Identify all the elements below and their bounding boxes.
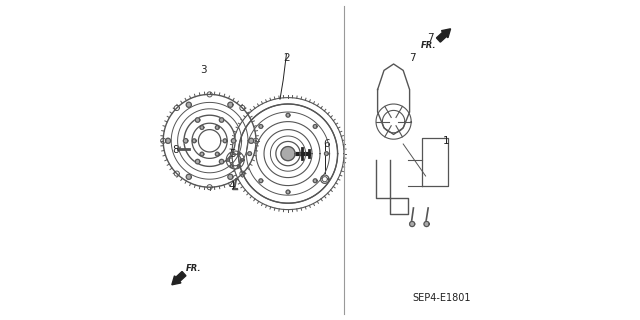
Text: 4: 4 xyxy=(228,180,236,191)
Text: 6: 6 xyxy=(323,139,330,149)
FancyArrow shape xyxy=(436,29,451,42)
Polygon shape xyxy=(220,118,224,122)
Polygon shape xyxy=(424,221,429,227)
Polygon shape xyxy=(286,113,290,117)
Polygon shape xyxy=(324,152,328,156)
Polygon shape xyxy=(184,139,188,143)
Polygon shape xyxy=(195,159,200,164)
Polygon shape xyxy=(186,174,191,180)
Polygon shape xyxy=(220,159,224,164)
Polygon shape xyxy=(186,102,191,107)
Polygon shape xyxy=(200,125,204,129)
Polygon shape xyxy=(200,152,204,156)
Text: FR.: FR. xyxy=(186,264,202,273)
Polygon shape xyxy=(241,159,244,161)
Text: 7: 7 xyxy=(427,33,434,44)
Polygon shape xyxy=(259,179,263,183)
Text: 2: 2 xyxy=(283,52,290,63)
FancyArrow shape xyxy=(172,271,186,285)
Polygon shape xyxy=(259,124,263,128)
Polygon shape xyxy=(228,102,233,107)
Polygon shape xyxy=(232,139,236,143)
Text: 1: 1 xyxy=(443,136,450,146)
Text: 7: 7 xyxy=(410,52,416,63)
Polygon shape xyxy=(193,139,196,143)
Polygon shape xyxy=(410,221,415,227)
Text: 8: 8 xyxy=(172,145,179,156)
Polygon shape xyxy=(166,138,170,143)
Polygon shape xyxy=(227,159,230,161)
Polygon shape xyxy=(230,153,233,155)
Polygon shape xyxy=(249,138,254,143)
Polygon shape xyxy=(313,179,317,183)
Polygon shape xyxy=(230,165,233,167)
Polygon shape xyxy=(237,165,240,167)
Polygon shape xyxy=(216,125,219,129)
Polygon shape xyxy=(237,153,240,155)
Polygon shape xyxy=(281,147,295,161)
Text: SEP4-E1801: SEP4-E1801 xyxy=(412,292,471,303)
Polygon shape xyxy=(223,139,227,143)
Polygon shape xyxy=(228,174,233,180)
Polygon shape xyxy=(313,124,317,128)
Polygon shape xyxy=(195,118,200,122)
Text: 3: 3 xyxy=(200,65,207,76)
Text: 5: 5 xyxy=(228,148,236,159)
Polygon shape xyxy=(248,152,252,156)
Polygon shape xyxy=(216,152,219,156)
Text: FR.: FR. xyxy=(420,41,436,50)
Polygon shape xyxy=(286,190,290,194)
